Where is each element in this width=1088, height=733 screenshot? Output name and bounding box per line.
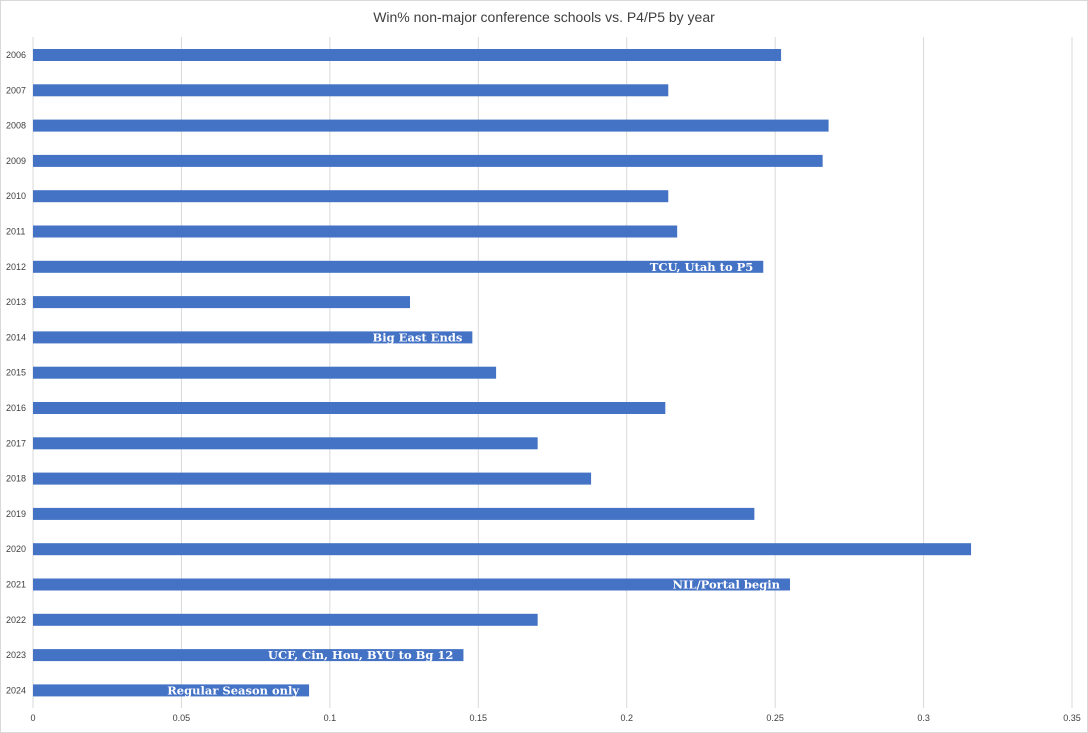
bar-2017 — [33, 437, 538, 450]
x-tick-label: 0.25 — [766, 713, 784, 723]
bar-2010 — [33, 190, 669, 203]
bar-2006 — [33, 49, 782, 61]
bar-2022 — [33, 613, 538, 626]
bar-2023 — [33, 649, 464, 662]
y-tick-label: 2019 — [6, 509, 26, 519]
bar-2018 — [33, 472, 592, 485]
annotation-2014: Big East Ends — [373, 330, 463, 344]
y-tick-label: 2014 — [6, 332, 26, 342]
y-tick-label: 2007 — [6, 85, 26, 95]
x-tick-label: 0.35 — [1063, 713, 1081, 723]
y-tick-label: 2006 — [6, 50, 26, 60]
y-tick-label: 2016 — [6, 403, 26, 413]
y-tick-label: 2020 — [6, 544, 26, 554]
bar-2013 — [33, 296, 411, 309]
x-tick-label: 0.05 — [173, 713, 191, 723]
bar-2009 — [33, 154, 823, 167]
bar-2008 — [33, 119, 829, 132]
bar-2020 — [33, 543, 972, 556]
annotation-2024: Regular Season only — [167, 683, 299, 697]
y-tick-label: 2009 — [6, 156, 26, 166]
annotation-2012: TCU, Utah to P5 — [650, 260, 753, 274]
y-tick-label: 2012 — [6, 262, 26, 272]
bar-2007 — [33, 84, 669, 97]
bar-2016 — [33, 402, 666, 414]
bar-2012 — [33, 260, 764, 273]
x-tick-label: 0.15 — [470, 713, 488, 723]
bar-2024 — [33, 684, 310, 697]
x-tick-label: 0.3 — [917, 713, 930, 723]
annotation-2021: NIL/Portal begin — [672, 578, 780, 592]
y-tick-label: 2022 — [6, 615, 26, 625]
y-tick-label: 2017 — [6, 438, 26, 448]
chart-title: Win% non-major conference schools vs. P4… — [373, 9, 715, 25]
annotations: TCU, Utah to P5 Big East Ends NIL/Portal b… — [167, 260, 780, 698]
y-tick-label: 2024 — [6, 685, 26, 695]
bar-2021 — [33, 578, 790, 591]
x-tick-label: 0 — [30, 713, 35, 723]
y-tick-label: 2010 — [6, 191, 26, 201]
x-tick-label: 0.2 — [620, 713, 633, 723]
y-tick-label: 2013 — [6, 297, 26, 307]
y-tick-label: 2021 — [6, 580, 26, 590]
y-tick-label: 2023 — [6, 650, 26, 660]
y-tick-label: 2018 — [6, 474, 26, 484]
bar-2014 — [33, 331, 473, 344]
annotation-2023: UCF, Cin, Hou, BYU to Bg 12 — [268, 648, 454, 662]
bar-2015 — [33, 366, 497, 379]
y-tick-label: 2015 — [6, 368, 26, 378]
x-axis-labels: 0 0.05 0.1 0.15 0.2 0.25 0.3 0.35 — [30, 713, 1080, 723]
x-tick-label: 0.1 — [324, 713, 337, 723]
y-tick-label: 2008 — [6, 121, 26, 131]
bar-2019 — [33, 507, 755, 520]
y-axis-labels: 2006 2007 2008 2009 2010 2011 2012 2013 2014 2015… — [6, 50, 26, 695]
bars — [33, 49, 972, 697]
y-tick-label: 2011 — [6, 227, 25, 237]
bar-2011 — [33, 225, 678, 238]
